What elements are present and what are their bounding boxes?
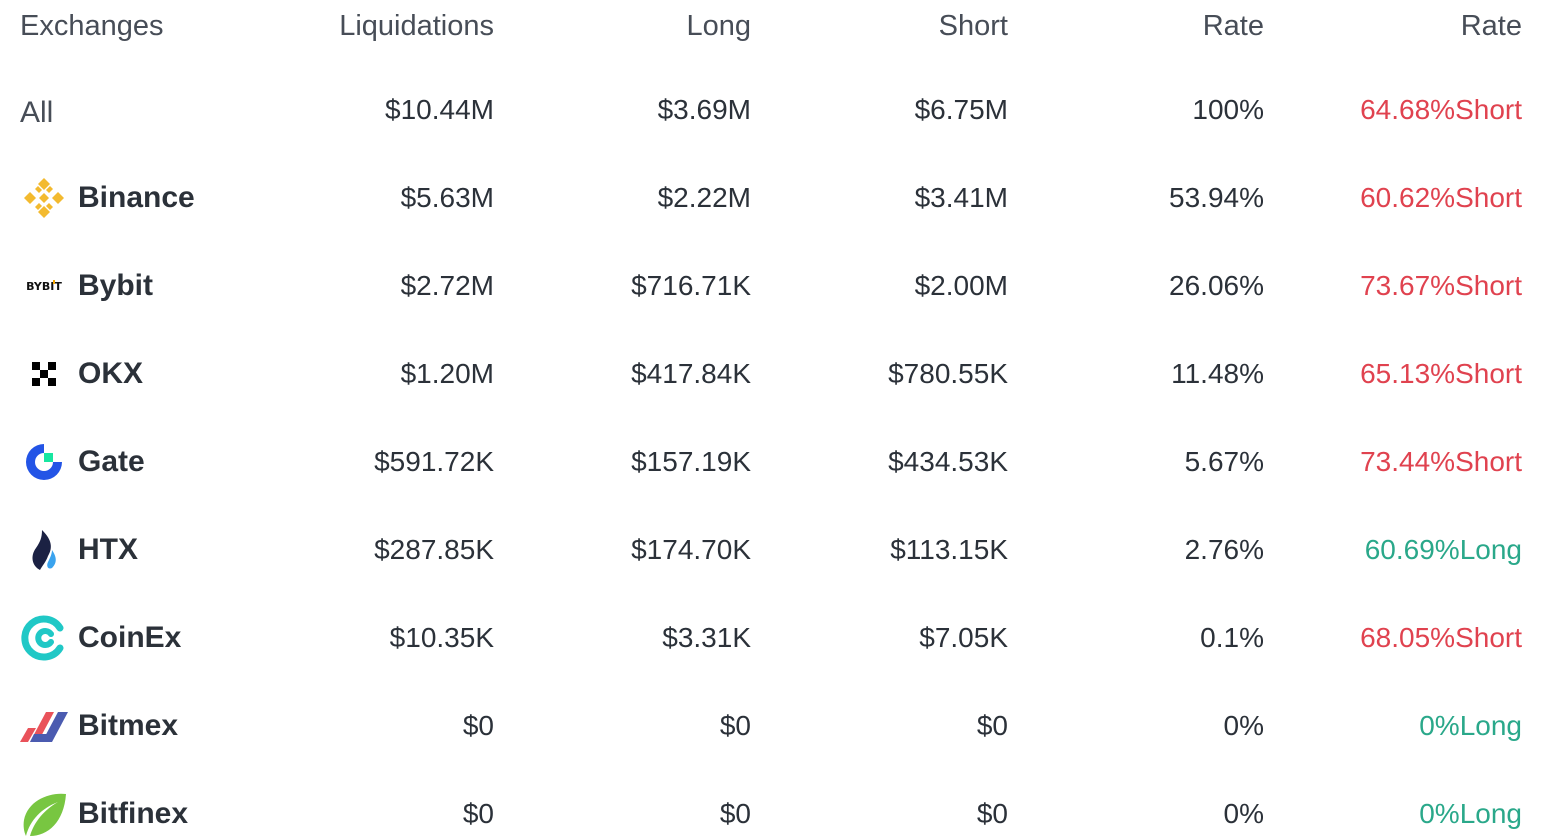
rate-value: 100% <box>1192 94 1264 125</box>
exchange-cell: CoinEx <box>20 608 181 668</box>
rate-value: 0% <box>1223 798 1264 829</box>
liquidations-value: $287.85K <box>374 534 494 565</box>
liquidations-value: $0 <box>462 710 494 741</box>
coinex-logo-icon <box>20 614 68 662</box>
side-rate-value: 0%Long <box>1419 710 1522 741</box>
bitfinex-logo-icon <box>20 790 68 838</box>
liquidations-value: $591.72K <box>374 446 494 477</box>
short-value: $113.15K <box>890 534 1008 565</box>
table-header: Exchanges Liquidations Long Short Rate R… <box>0 0 1542 56</box>
side-rate-value: 60.62%Short <box>1360 182 1522 213</box>
exchange-name: HTX <box>78 533 138 566</box>
side-rate-value: 60.69%Long <box>1364 534 1522 565</box>
rate-value: 0.1% <box>1200 622 1264 653</box>
long-value: $0 <box>719 710 751 741</box>
exchange-name: CoinEx <box>78 621 182 654</box>
exchange-name: Bitmex <box>78 709 179 742</box>
table-row-gate[interactable]: Gate $591.72K $157.19K $434.53K 5.67% 73… <box>0 432 1542 492</box>
exchange-cell: Bitfinex <box>20 784 188 840</box>
header-rate[interactable]: Rate <box>1202 10 1264 42</box>
exchange-name: Bybit <box>78 269 153 302</box>
header-side-rate[interactable]: Rate <box>1460 10 1522 42</box>
liquidations-value: $5.63M <box>400 182 494 213</box>
side-rate-value: 68.05%Short <box>1360 622 1522 653</box>
liquidations-value: $1.20M <box>400 358 494 389</box>
exchange-cell: OKX <box>20 344 143 404</box>
bybit-logo-text: BYBIT <box>26 280 62 293</box>
short-value: $6.75M <box>914 94 1008 125</box>
rate-value: 2.76% <box>1184 534 1264 565</box>
header-short[interactable]: Short <box>938 10 1008 42</box>
liquidations-value: $2.72M <box>400 270 494 301</box>
table-row-bybit[interactable]: BYBIT Bybit $2.72M $716.71K $2.00M 26.06… <box>0 256 1542 316</box>
long-value: $716.71K <box>631 270 751 301</box>
long-value: $2.22M <box>657 182 751 213</box>
header-exchanges[interactable]: Exchanges <box>20 10 164 42</box>
exchange-name: Bitfinex <box>78 797 189 830</box>
short-value: $434.53K <box>888 446 1008 477</box>
rate-value: 53.94% <box>1169 182 1264 213</box>
table-row-bitmex[interactable]: Bitmex $0 $0 $0 0% 0%Long <box>0 696 1542 756</box>
table-row-coinex[interactable]: CoinEx $10.35K $3.31K $7.05K 0.1% 68.05%… <box>0 608 1542 668</box>
long-value: $3.31K <box>662 622 751 653</box>
side-rate-value: 73.44%Short <box>1360 446 1522 477</box>
exchange-cell: HTX <box>20 520 138 580</box>
long-value: $417.84K <box>631 358 751 389</box>
gate-logo-icon <box>20 438 68 486</box>
liquidations-value: $10.44M <box>385 94 494 125</box>
short-value: $780.55K <box>888 358 1008 389</box>
table-row-bitfinex[interactable]: Bitfinex $0 $0 $0 0% 0%Long <box>0 784 1542 840</box>
exchange-name: OKX <box>78 357 144 390</box>
short-value: $2.00M <box>914 270 1008 301</box>
liquidations-value: $10.35K <box>389 622 494 653</box>
long-value: $3.69M <box>657 94 751 125</box>
table-row-binance[interactable]: Binance $5.63M $2.22M $3.41M 53.94% 60.6… <box>0 168 1542 228</box>
long-value: $174.70K <box>631 534 751 565</box>
header-long[interactable]: Long <box>686 10 751 42</box>
header-liquidations[interactable]: Liquidations <box>339 10 494 42</box>
bybit-logo-icon: BYBIT <box>20 262 68 310</box>
table-row-all[interactable]: All $10.44M $3.69M $6.75M 100% 64.68%Sho… <box>0 80 1542 140</box>
rate-value: 0% <box>1223 710 1264 741</box>
rate-value: 26.06% <box>1169 270 1264 301</box>
exchange-cell: Bitmex <box>20 696 178 756</box>
exchange-name: Binance <box>78 181 195 214</box>
exchange-name: Gate <box>78 445 145 478</box>
short-value: $7.05K <box>919 622 1008 653</box>
side-rate-value: 0%Long <box>1419 798 1522 829</box>
exchange-name: All <box>20 96 54 129</box>
htx-logo-icon <box>20 526 68 574</box>
side-rate-value: 73.67%Short <box>1360 270 1522 301</box>
table-row-htx[interactable]: HTX $287.85K $174.70K $113.15K 2.76% 60.… <box>0 520 1542 580</box>
rate-value: 5.67% <box>1184 446 1264 477</box>
short-value: $3.41M <box>914 182 1008 213</box>
short-value: $0 <box>976 798 1008 829</box>
side-rate-value: 65.13%Short <box>1360 358 1522 389</box>
long-value: $157.19K <box>631 446 751 477</box>
exchange-cell: Gate <box>20 432 145 492</box>
rate-value: 11.48% <box>1171 358 1264 389</box>
binance-logo-icon <box>20 174 68 222</box>
liquidations-value: $0 <box>462 798 494 829</box>
short-value: $0 <box>976 710 1008 741</box>
table-row-okx[interactable]: OKX $1.20M $417.84K $780.55K 11.48% 65.1… <box>0 344 1542 404</box>
side-rate-value: 64.68%Short <box>1360 94 1522 125</box>
exchange-cell: Binance <box>20 168 195 228</box>
okx-logo-icon <box>20 350 68 398</box>
exchange-cell: BYBIT Bybit <box>20 256 153 316</box>
long-value: $0 <box>719 798 751 829</box>
bitmex-logo-icon <box>20 702 68 750</box>
